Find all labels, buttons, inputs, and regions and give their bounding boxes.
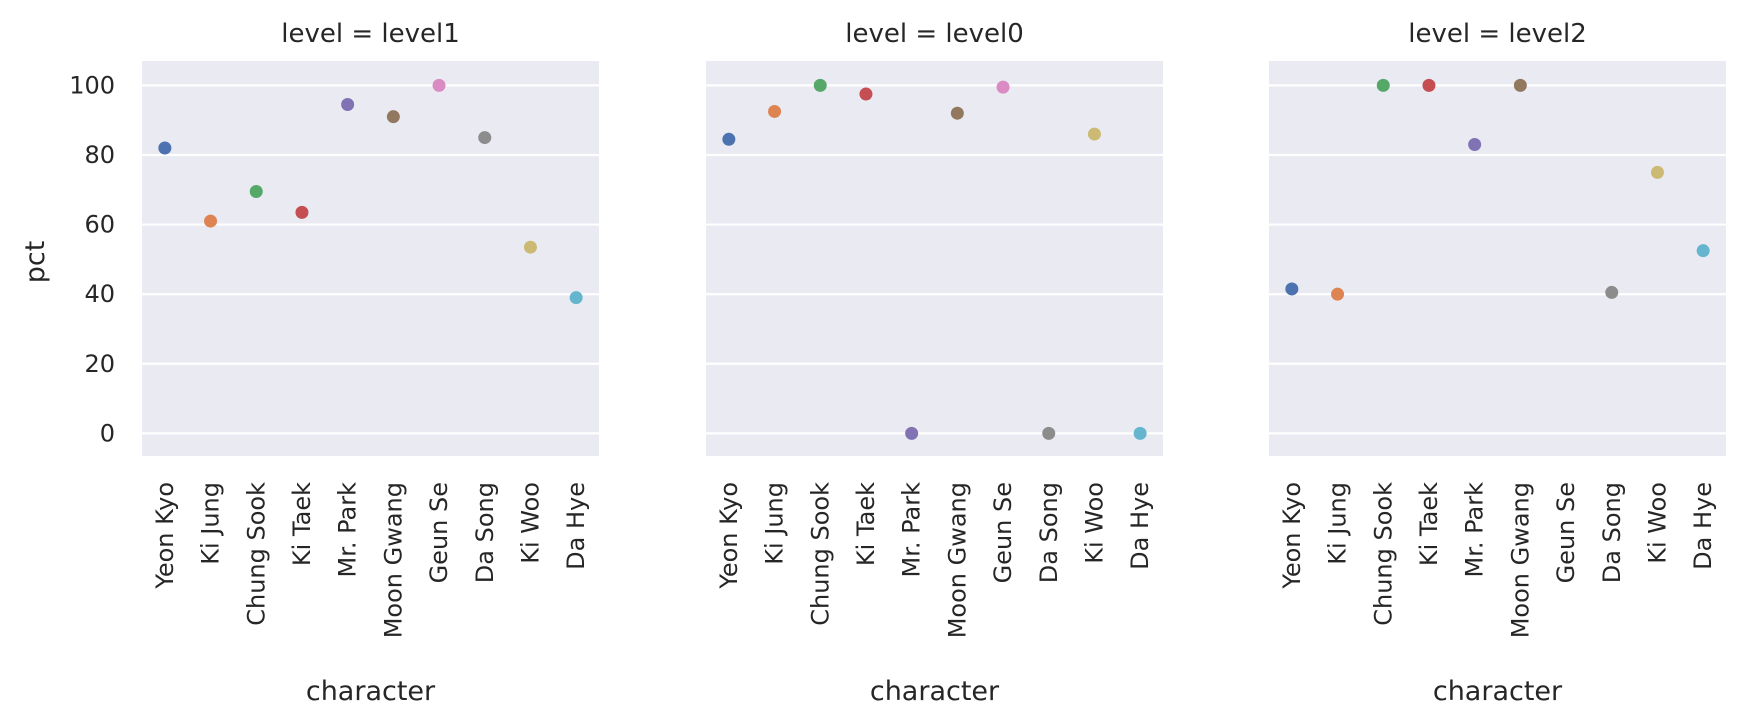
panel-2: level = level0 Yeon Kyo Ki Jung Chung Sook K… xyxy=(706,19,1163,707)
x-tick-label: Ki Woo xyxy=(1643,482,1671,564)
data-point xyxy=(1605,285,1619,299)
x-axis-label: character xyxy=(870,676,1000,707)
x-tick-label: Geun Se xyxy=(989,482,1017,583)
x-tick-label: Mr. Park xyxy=(334,482,362,578)
panel-title: level = level0 xyxy=(845,19,1024,49)
data-point xyxy=(1513,78,1527,92)
panel-1: level = level1 0 20 40 60 80 100 Yeon Kyo Ki Jun… xyxy=(69,19,599,707)
data-point xyxy=(249,185,263,199)
x-tick-label: Ki Jung xyxy=(1324,482,1352,565)
data-point xyxy=(905,426,919,440)
x-axis-label: character xyxy=(306,676,436,707)
panels-layer: level = level1 0 20 40 60 80 100 Yeon Kyo Ki Jun… xyxy=(69,19,1726,707)
y-tick-label: 60 xyxy=(84,211,115,239)
x-tick-label: Da Hye xyxy=(1689,482,1717,570)
x-tick-label: Da Song xyxy=(1598,482,1626,583)
data-point xyxy=(386,110,400,124)
x-tick-label: Chung Sook xyxy=(242,482,270,626)
data-point xyxy=(1133,426,1147,440)
data-point xyxy=(859,87,873,101)
y-tick-label: 0 xyxy=(100,419,115,447)
data-point xyxy=(1087,127,1101,141)
x-axis-label: character xyxy=(1433,676,1563,707)
y-tick-label: 100 xyxy=(69,71,115,99)
data-point xyxy=(1468,138,1482,152)
x-tick-label: Ki Taek xyxy=(852,482,880,566)
x-tick-label: Chung Sook xyxy=(806,482,834,626)
y-tick-label: 40 xyxy=(84,280,115,308)
panel-3: level = level2 Yeon Kyo Ki Jung Chung Sook K… xyxy=(1269,19,1726,707)
data-point xyxy=(204,214,218,228)
data-point xyxy=(1331,287,1345,301)
data-point xyxy=(1696,244,1710,258)
panel-title: level = level2 xyxy=(1408,19,1587,49)
x-tick-label: Da Hye xyxy=(1126,482,1154,570)
x-tick-label: Yeon Kyo xyxy=(151,482,179,590)
x-tick-label: Yeon Kyo xyxy=(1278,482,1306,590)
x-tick-label: Moon Gwang xyxy=(379,482,407,638)
panel-background xyxy=(706,61,1163,456)
data-point xyxy=(569,291,583,305)
x-tick-label: Mr. Park xyxy=(1461,482,1489,578)
data-point xyxy=(950,106,964,120)
x-tick-label: Geun Se xyxy=(425,482,453,583)
data-point xyxy=(523,240,537,254)
y-axis-label: pct xyxy=(20,241,51,284)
x-tick-label: Da Song xyxy=(1035,482,1063,583)
x-tick-label: Moon Gwang xyxy=(943,482,971,638)
data-point xyxy=(1376,78,1390,92)
data-point xyxy=(722,132,736,146)
data-point xyxy=(158,141,172,155)
y-tick-label: 20 xyxy=(84,350,115,378)
x-tick-label: Ki Woo xyxy=(516,482,544,564)
x-tick-label: Ki Jung xyxy=(197,482,225,565)
panel-background xyxy=(142,61,599,456)
data-point xyxy=(341,98,355,112)
x-tick-label: Da Song xyxy=(471,482,499,583)
y-tick-label: 80 xyxy=(84,141,115,169)
x-tick-label: Geun Se xyxy=(1552,482,1580,583)
data-point xyxy=(295,205,309,219)
data-point xyxy=(1285,282,1299,296)
x-tick-label: Moon Gwang xyxy=(1506,482,1534,638)
data-point xyxy=(813,78,827,92)
x-tick-label: Mr. Park xyxy=(898,482,926,578)
x-tick-label: Ki Jung xyxy=(761,482,789,565)
data-point xyxy=(1650,165,1664,179)
x-tick-label: Ki Taek xyxy=(1415,482,1443,566)
x-tick-label: Chung Sook xyxy=(1369,482,1397,626)
data-point xyxy=(478,131,492,145)
x-tick-label: Yeon Kyo xyxy=(715,482,743,590)
x-tick-label: Ki Taek xyxy=(288,482,316,566)
data-point xyxy=(768,104,782,118)
data-point xyxy=(432,78,446,92)
x-tick-label: Da Hye xyxy=(562,482,590,570)
data-point xyxy=(1042,426,1056,440)
panel-title: level = level1 xyxy=(281,19,460,49)
data-point xyxy=(1422,78,1436,92)
panel-background xyxy=(1269,61,1726,456)
x-tick-label: Ki Woo xyxy=(1080,482,1108,564)
data-point xyxy=(996,80,1010,94)
